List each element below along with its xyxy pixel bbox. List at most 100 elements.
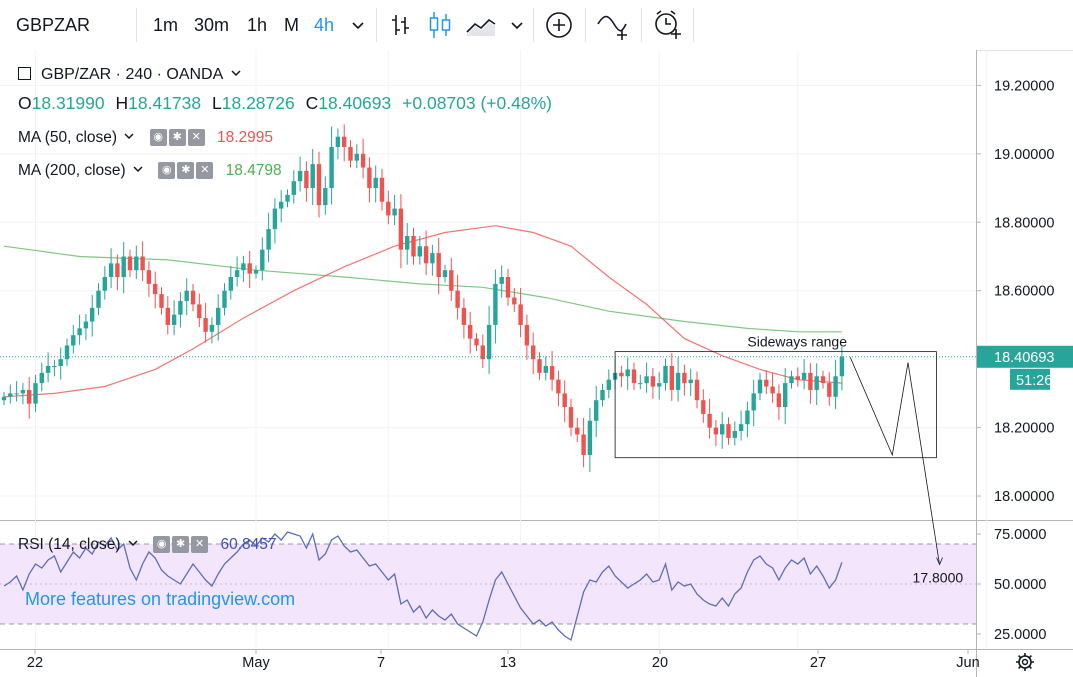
price-tick-label: 19.20000	[994, 78, 1054, 94]
interval-30m-button[interactable]: 30m	[194, 15, 230, 35]
candle-body	[260, 249, 265, 271]
candle-body	[461, 307, 467, 325]
candle-body	[688, 379, 693, 384]
range-label: Sideways range	[747, 334, 847, 350]
candle-body	[442, 270, 448, 278]
candle-body	[304, 170, 309, 189]
last-price-tag-label: 18.40693	[994, 350, 1054, 366]
time-tick-label: Jun	[956, 655, 979, 671]
symbol-legend[interactable]: GBP/ZAR · 240 · OANDA	[18, 66, 242, 84]
candle-body	[833, 376, 838, 397]
ma200-label: MA (200, close)	[18, 162, 126, 179]
area-style-icon[interactable]	[465, 12, 497, 38]
candle-body	[127, 256, 133, 271]
low-label: L	[212, 93, 222, 113]
candle-body	[499, 277, 504, 284]
candle-body	[329, 146, 334, 189]
rsi-axis[interactable]: 75.0000 50.0000 25.0000	[976, 527, 1046, 643]
candle-body	[594, 400, 599, 421]
chevron-down-icon[interactable]	[510, 18, 524, 32]
close-icon[interactable]: ✕	[187, 129, 205, 147]
candle-body	[581, 434, 586, 455]
interval-1m-button[interactable]: 1m	[153, 15, 179, 35]
watermark-link[interactable]: More features on tradingview.com	[25, 589, 296, 609]
eye-icon[interactable]: ◉	[158, 162, 176, 180]
eye-icon[interactable]: ◉	[153, 536, 171, 554]
top-toolbar: GBPZAR 1m 30m 1h M 4h	[0, 0, 1073, 51]
interval-4h-button[interactable]: 4h	[314, 15, 335, 35]
symbol-search-button[interactable]: GBPZAR	[16, 15, 91, 35]
close-icon[interactable]: ✕	[191, 536, 209, 554]
candle-body	[738, 424, 744, 432]
candle-body	[543, 366, 548, 373]
collapse-icon[interactable]	[18, 67, 31, 80]
candle-body	[549, 366, 555, 380]
candle-body	[657, 383, 662, 387]
price-tick-label: 18.20000	[994, 421, 1054, 437]
bar-style-icon[interactable]	[388, 12, 414, 38]
candle-body	[190, 290, 196, 305]
eye-icon[interactable]: ◉	[149, 129, 167, 147]
compare-icon[interactable]	[596, 10, 632, 40]
toolbar-divider	[136, 8, 137, 42]
arrow-head-icon	[936, 557, 943, 566]
target-label: 17.8000	[913, 569, 964, 585]
candle-body	[575, 427, 580, 435]
candle-body	[8, 393, 13, 397]
gear-icon[interactable]	[1016, 653, 1034, 671]
price-tick-label: 18.00000	[994, 489, 1054, 505]
annotations: Sideways range 17.8000	[0, 334, 976, 585]
candle-style-icon[interactable]	[426, 10, 454, 40]
interval-1h-button[interactable]: 1h	[247, 15, 268, 35]
rsi-legend[interactable]: RSI (14, close) ◉ ✱ ✕ 60.8457	[18, 536, 276, 554]
candle-body	[531, 345, 536, 360]
alert-icon[interactable]	[652, 9, 684, 41]
candle-body	[713, 427, 719, 435]
time-axis[interactable]: 22 May 7 13 20 27 Jun	[27, 649, 980, 671]
candle-body	[392, 208, 397, 216]
candle-body	[707, 413, 712, 428]
ma200-legend[interactable]: MA (200, close) ◉ ✱ ✕ 18.4798	[18, 162, 282, 180]
candle-body	[486, 324, 492, 360]
time-tick-label: 13	[500, 655, 516, 671]
candle-body	[14, 393, 19, 395]
candle-body	[405, 235, 410, 250]
candle-body	[568, 407, 574, 428]
price-pane[interactable]	[0, 50, 976, 520]
interval-month-button[interactable]: M	[284, 15, 299, 35]
chevron-down-icon[interactable]	[123, 130, 135, 142]
ma50-legend[interactable]: MA (50, close) ◉ ✱ ✕ 18.2995	[18, 129, 273, 147]
chevron-down-icon[interactable]	[351, 18, 365, 32]
chevron-down-icon[interactable]	[230, 67, 242, 79]
ma50-line	[3, 225, 842, 398]
candle-body	[505, 277, 511, 298]
add-indicator-icon[interactable]	[544, 10, 574, 40]
toolbar-divider	[641, 8, 642, 42]
settings-icon[interactable]: ✱	[168, 129, 186, 147]
candle-body	[386, 201, 391, 216]
chevron-down-icon[interactable]	[127, 537, 139, 549]
chevron-down-icon[interactable]	[132, 163, 144, 175]
chart-area[interactable]: Sideways range 17.8000 19.20000 19.00000 18…	[0, 50, 1073, 677]
ma50-label: MA (50, close)	[18, 129, 118, 146]
candle-body	[745, 410, 750, 425]
close-icon[interactable]: ✕	[196, 162, 214, 180]
time-tick-label: May	[242, 655, 270, 671]
candle-body	[430, 253, 435, 264]
settings-icon[interactable]: ✱	[177, 162, 195, 180]
candle-body	[171, 314, 177, 325]
candle-body	[675, 372, 681, 390]
candle-body	[115, 263, 120, 278]
candle-body	[360, 153, 366, 168]
candles	[1, 124, 845, 473]
candle-body	[619, 372, 624, 377]
settings-icon[interactable]: ✱	[172, 536, 190, 554]
candle-body	[562, 393, 567, 408]
candle-body	[373, 177, 378, 189]
candle-body	[83, 321, 89, 329]
price-axis[interactable]: 19.2000019.0000018.8000018.6000018.40000…	[976, 78, 1073, 505]
ma200-line	[3, 245, 842, 333]
candle-body	[178, 300, 183, 315]
candle-body	[600, 389, 605, 401]
